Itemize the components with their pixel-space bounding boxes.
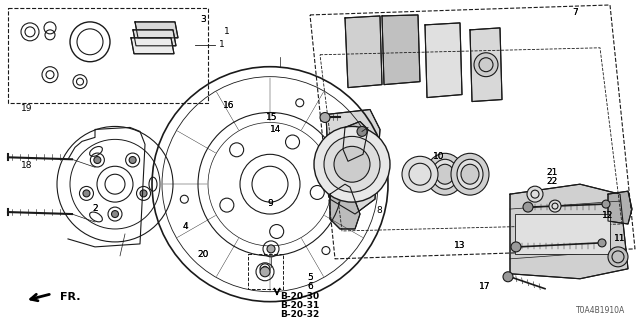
Circle shape: [324, 136, 380, 192]
Text: 3: 3: [201, 15, 206, 24]
Circle shape: [262, 266, 268, 271]
Text: 18: 18: [21, 161, 33, 170]
Circle shape: [474, 53, 498, 77]
Circle shape: [111, 211, 118, 218]
Circle shape: [140, 190, 147, 197]
Text: 22: 22: [546, 177, 557, 186]
Text: FR.: FR.: [60, 292, 81, 302]
Text: B-20-32: B-20-32: [280, 310, 319, 319]
Circle shape: [267, 245, 275, 253]
Text: 7: 7: [572, 8, 577, 17]
Text: B-20-30: B-20-30: [280, 292, 319, 301]
Ellipse shape: [457, 159, 483, 189]
Text: 20: 20: [198, 250, 209, 260]
Ellipse shape: [461, 164, 479, 184]
Circle shape: [608, 247, 628, 267]
Text: 11: 11: [614, 235, 625, 244]
Circle shape: [602, 200, 610, 208]
Circle shape: [83, 190, 90, 197]
Bar: [248, 254, 283, 289]
Circle shape: [511, 242, 521, 252]
Text: 21: 21: [546, 168, 557, 177]
Text: 17: 17: [479, 282, 491, 291]
Circle shape: [314, 126, 390, 202]
Text: 3: 3: [201, 15, 206, 24]
Text: 13: 13: [454, 241, 465, 250]
Text: 21: 21: [546, 168, 557, 177]
Circle shape: [357, 126, 367, 136]
Circle shape: [523, 202, 533, 212]
Text: 16: 16: [223, 100, 235, 110]
Ellipse shape: [426, 153, 464, 195]
Text: 5: 5: [307, 273, 312, 282]
Text: 5: 5: [307, 273, 312, 282]
Text: 7: 7: [572, 8, 577, 17]
Text: 20: 20: [198, 250, 209, 260]
Text: 13: 13: [454, 241, 465, 250]
Circle shape: [527, 186, 543, 202]
Polygon shape: [470, 28, 502, 101]
Text: 19: 19: [21, 104, 33, 113]
Polygon shape: [382, 15, 420, 84]
Polygon shape: [131, 38, 174, 54]
Text: 22: 22: [546, 177, 557, 186]
Text: 9: 9: [268, 199, 273, 208]
Text: 9: 9: [268, 199, 273, 208]
Bar: [8, 8, 208, 102]
Circle shape: [129, 156, 136, 164]
Polygon shape: [135, 22, 178, 38]
Polygon shape: [510, 184, 628, 279]
Text: B-20-31: B-20-31: [280, 301, 319, 310]
Ellipse shape: [436, 164, 454, 184]
Polygon shape: [343, 122, 368, 161]
Polygon shape: [345, 16, 382, 88]
Text: 12: 12: [602, 211, 614, 220]
Circle shape: [598, 239, 606, 247]
Circle shape: [549, 200, 561, 212]
Text: 10: 10: [433, 152, 445, 161]
Circle shape: [334, 146, 370, 182]
Text: 17: 17: [479, 282, 491, 291]
Text: T0A4B1910A: T0A4B1910A: [576, 306, 625, 315]
Text: 14: 14: [269, 124, 281, 133]
Text: 6: 6: [307, 282, 312, 291]
Text: 16: 16: [223, 100, 235, 110]
Polygon shape: [330, 184, 360, 229]
Text: 11: 11: [614, 235, 625, 244]
Text: 1: 1: [225, 27, 230, 36]
Polygon shape: [425, 23, 462, 98]
Text: 4: 4: [183, 222, 188, 231]
Text: 1: 1: [219, 40, 225, 49]
Text: 14: 14: [269, 124, 281, 133]
Text: 4: 4: [183, 222, 188, 231]
Polygon shape: [608, 191, 632, 224]
Circle shape: [320, 113, 330, 123]
Text: 12: 12: [602, 211, 614, 220]
Circle shape: [260, 267, 270, 277]
Text: 2: 2: [92, 204, 97, 213]
Text: 8: 8: [377, 206, 382, 215]
Bar: [515, 214, 610, 254]
Polygon shape: [326, 109, 380, 214]
Text: 15: 15: [266, 113, 277, 122]
Ellipse shape: [432, 159, 458, 189]
Polygon shape: [133, 30, 176, 46]
Circle shape: [402, 156, 438, 192]
Circle shape: [503, 272, 513, 282]
Circle shape: [94, 156, 101, 164]
Text: 6: 6: [307, 282, 312, 291]
Text: 10: 10: [433, 152, 445, 161]
Text: 15: 15: [266, 113, 277, 122]
Text: 2: 2: [92, 204, 97, 213]
Ellipse shape: [451, 153, 489, 195]
